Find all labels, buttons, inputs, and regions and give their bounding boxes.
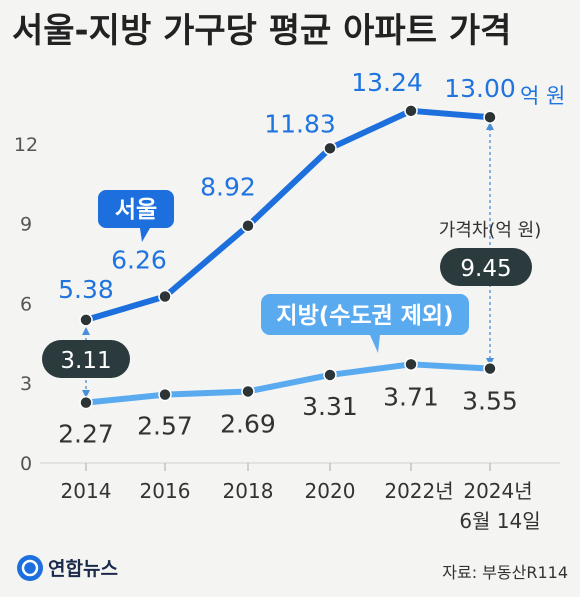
- y-axis: 0 3 6 9 12: [14, 134, 560, 475]
- data-label-region: 3.55: [462, 387, 518, 416]
- x-tick-label: 2020: [305, 479, 356, 503]
- data-point-seoul: [79, 313, 93, 327]
- gap-arrow-down-2014: [82, 390, 90, 398]
- x-tick-label: 2014: [61, 479, 112, 503]
- data-point-seoul: [158, 289, 172, 304]
- data-label-seoul: 5.38: [58, 275, 114, 304]
- data-point-region: [241, 384, 255, 399]
- logo-text: 연합뉴스: [48, 558, 118, 580]
- x-tick-sublabel: 6월 14일: [459, 509, 540, 533]
- data-point-seoul: [241, 218, 255, 233]
- data-label-region: 3.31: [302, 392, 358, 421]
- gap-arrow-up-2014: [82, 327, 90, 335]
- legend-region-badge: [261, 294, 469, 353]
- data-label-region: 3.71: [383, 382, 439, 411]
- legend-region-label: 지방(수도권 제외): [276, 303, 453, 329]
- y-tick-label: 9: [20, 214, 32, 236]
- data-label-seoul: 6.26: [111, 245, 167, 274]
- gap-start-value: 3.11: [60, 348, 111, 374]
- x-tick-label: 2018: [223, 479, 274, 503]
- data-label-region: 2.57: [137, 412, 193, 441]
- logo: 연합뉴스: [17, 555, 118, 581]
- gap-title: 가격차(억 원): [439, 220, 542, 241]
- data-point-seoul: [404, 104, 418, 118]
- data-point-seoul: [483, 110, 497, 124]
- gap-start-badge: [42, 340, 130, 378]
- legend-seoul-badge: [98, 190, 174, 242]
- gap-end-badge: [440, 248, 532, 286]
- data-point-region: [79, 395, 93, 410]
- data-point-region: [158, 387, 172, 402]
- data-point-region: [323, 368, 337, 382]
- y-tick-label: 12: [14, 134, 38, 156]
- legend-seoul-label: 서울: [115, 197, 157, 223]
- x-tick-label: 2024년: [463, 479, 532, 503]
- data-label-seoul: 8.92: [200, 173, 256, 202]
- data-label-seoul: 11.83: [264, 109, 336, 138]
- data-label-region: 2.69: [220, 409, 276, 438]
- y-tick-label: 6: [20, 293, 32, 315]
- data-label-seoul: 13.00: [444, 74, 516, 103]
- data-label-region: 2.27: [58, 420, 114, 449]
- source-text: 자료: 부동산R114: [442, 563, 568, 582]
- unit-label: 억 원: [520, 84, 565, 108]
- gap-end-value: 9.45: [460, 256, 511, 282]
- chart-title: 서울-지방 가구당 평균 아파트 가격: [12, 11, 511, 51]
- x-tick-label: 2016: [140, 479, 191, 503]
- data-label-seoul: 13.24: [351, 68, 423, 97]
- gap-arrow-up: [486, 122, 494, 130]
- logo-mark-icon: [17, 555, 43, 581]
- data-point-seoul: [323, 141, 337, 156]
- series-line-region: [83, 361, 493, 406]
- x-axis: 2014 2016 2018 2020 2022년 2024년 6월 14일: [61, 463, 541, 533]
- y-tick-label: 0: [20, 453, 32, 475]
- series-line-seoul: [83, 107, 493, 323]
- data-point-region: [404, 357, 418, 372]
- data-point-region: [483, 361, 497, 376]
- x-tick-label: 2022년: [384, 479, 453, 503]
- y-tick-label: 3: [20, 373, 32, 395]
